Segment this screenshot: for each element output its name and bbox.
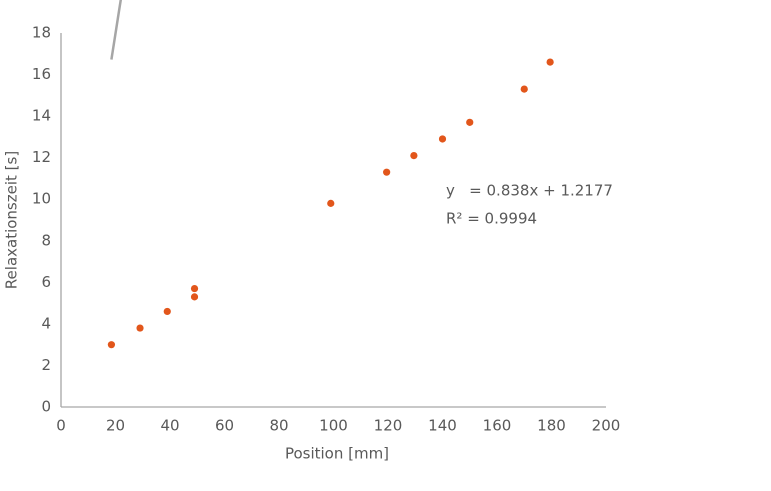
x-tick-label: 40	[160, 417, 179, 435]
point	[136, 324, 144, 332]
point	[190, 284, 199, 293]
y-tick-label: 8	[41, 231, 51, 249]
y-tick-label: 12	[32, 148, 51, 166]
x-tick-label: 140	[428, 417, 457, 435]
point	[190, 293, 199, 301]
x-tick-label: 120	[374, 417, 403, 435]
x-tick-label: 60	[215, 417, 234, 435]
y-tick-label: 0	[41, 398, 51, 416]
x-tick-label: 200	[592, 417, 621, 435]
trend-r2: R² = 0.9994	[446, 210, 537, 228]
point	[438, 135, 447, 143]
y-tick-label: 16	[32, 65, 51, 83]
trend-equation: y = 0.838x + 1.2177	[446, 182, 613, 200]
point	[383, 168, 391, 176]
x-tick-label: 80	[269, 417, 288, 435]
y-tick-label: 2	[41, 356, 51, 374]
x-tick-label: 180	[537, 417, 566, 435]
x-tick-label: 160	[483, 417, 512, 435]
point	[107, 341, 116, 349]
x-tick-label: 0	[56, 417, 66, 435]
point	[410, 151, 418, 160]
point	[327, 199, 335, 207]
x-axis-title: Position [mm]	[285, 445, 389, 463]
y-axis-title: Relaxationszeit [s]	[3, 151, 21, 289]
x-tick-label: 20	[106, 417, 125, 435]
y-tick-label: 6	[41, 273, 51, 291]
trendline	[110, 0, 123, 60]
point	[520, 85, 528, 93]
y-tick-label: 10	[32, 190, 51, 208]
y-tick-label: 18	[32, 24, 51, 42]
point	[546, 58, 554, 66]
y-tick-label: 4	[41, 314, 51, 332]
x-tick-label: 100	[319, 417, 348, 435]
point	[163, 307, 171, 316]
point	[466, 118, 474, 126]
y-tick-label: 14	[32, 107, 51, 125]
